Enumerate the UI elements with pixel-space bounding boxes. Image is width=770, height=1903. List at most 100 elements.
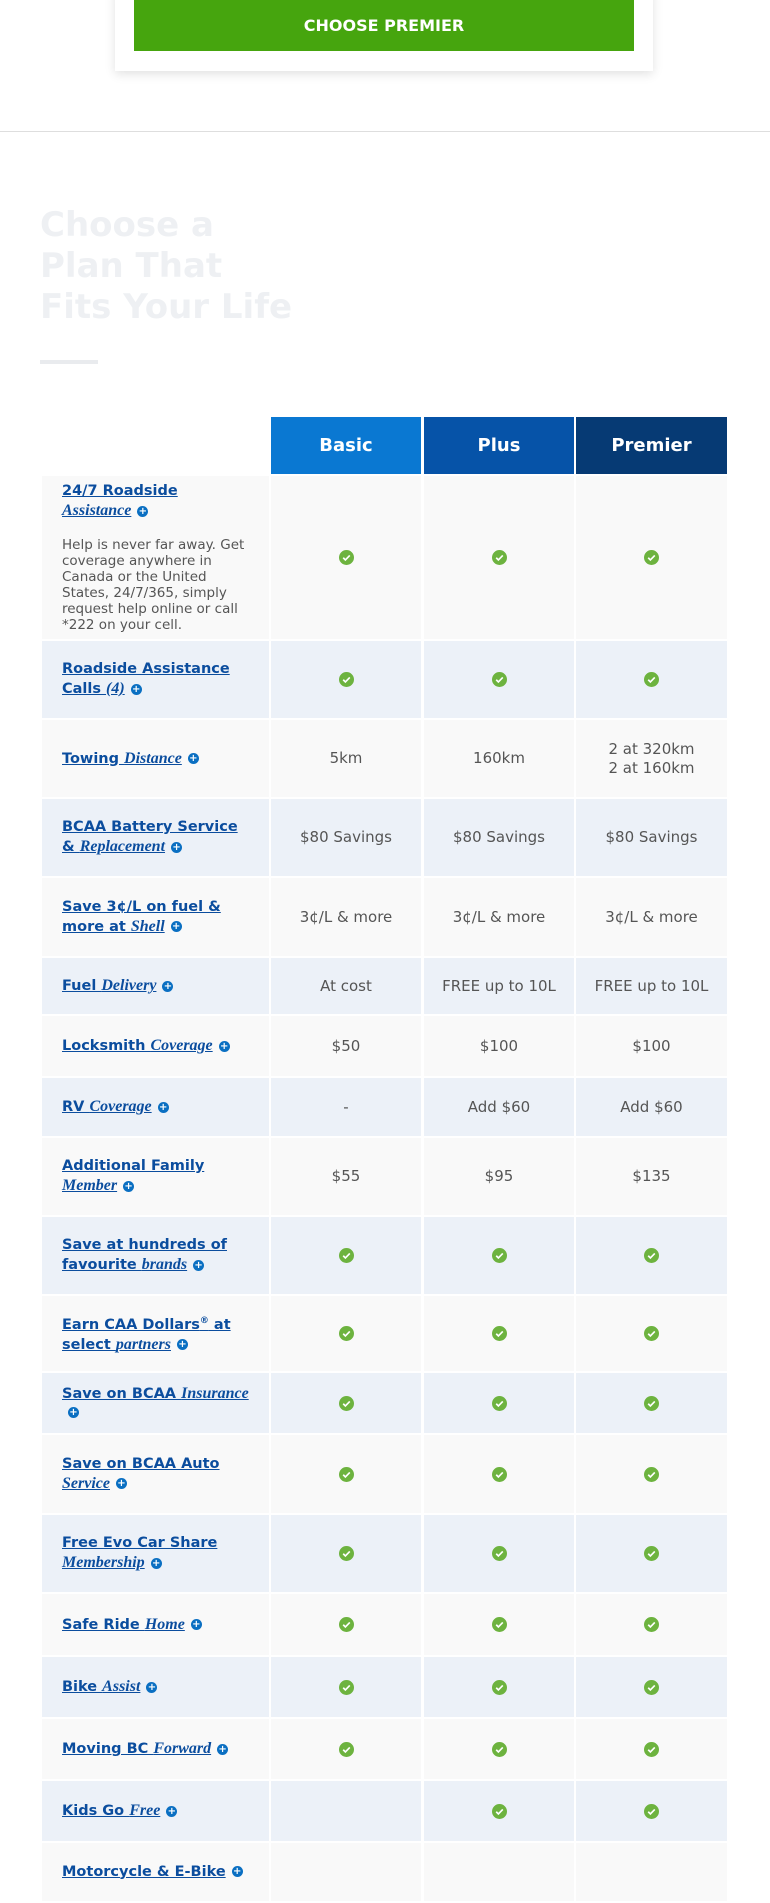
info-icon[interactable]: +	[171, 841, 183, 853]
check-icon	[644, 1617, 659, 1632]
feature-link[interactable]: Fuel Delivery +	[62, 976, 249, 996]
feature-link[interactable]: Earn CAA Dollars® at select partners +	[62, 1312, 249, 1355]
info-icon[interactable]: +	[166, 1805, 178, 1817]
feature-link[interactable]: Save at hundreds of favourite brands +	[62, 1236, 249, 1275]
value-cell	[576, 1594, 727, 1655]
table-row: Save on BCAA Insurance +	[42, 1373, 727, 1435]
feature-link[interactable]: RV Coverage +	[62, 1097, 249, 1117]
value-cell: $80 Savings	[271, 799, 421, 876]
info-icon[interactable]: +	[157, 1101, 169, 1113]
check-icon	[644, 1466, 659, 1482]
check-icon	[491, 1803, 507, 1819]
feature-link[interactable]: Free Evo Car Share Membership +	[62, 1534, 249, 1573]
value-cell	[271, 1719, 421, 1779]
info-icon[interactable]: +	[176, 1339, 188, 1351]
feature-link[interactable]: BCAA Battery Service & Replacement +	[62, 818, 249, 857]
label-part: Locksmith	[62, 1038, 151, 1054]
info-icon[interactable]: +	[187, 753, 199, 764]
table-row: RV Coverage + - Add $60 Add $60	[42, 1078, 727, 1138]
row-label-cell: RV Coverage +	[42, 1078, 269, 1136]
divider	[0, 131, 770, 132]
label-part: 24/7 Roadside	[62, 483, 178, 499]
value-text: FREE up to 10L	[594, 976, 709, 995]
info-icon[interactable]: +	[123, 1180, 135, 1192]
info-icon[interactable]: +	[115, 1478, 127, 1489]
label-part: Save 3¢/L on fuel & more at	[62, 898, 221, 935]
row-label-cell: 24/7 Roadside Assistance + Help is never f…	[42, 476, 269, 639]
info-icon[interactable]: +	[170, 921, 182, 932]
check-icon	[491, 672, 507, 687]
value-cell	[424, 1781, 574, 1841]
value-text: $55	[331, 1167, 361, 1185]
row-label-cell: Towing Distance +	[42, 720, 269, 797]
value-cell: $80 Savings	[576, 799, 727, 876]
table-row: Fuel Delivery + At cost FREE up to 10L FREE …	[42, 958, 727, 1016]
value-line: 2 at 160km	[608, 758, 695, 777]
value-cell	[271, 1657, 421, 1717]
value-text: $100	[632, 1036, 671, 1055]
check-icon	[644, 1546, 659, 1561]
value-cell: 3¢/L & more	[271, 878, 421, 956]
value-cell	[271, 1435, 421, 1513]
feature-link[interactable]: Roadside Assistance Calls (4) +	[62, 660, 249, 699]
value-text: $100	[479, 1036, 519, 1055]
info-icon[interactable]: +	[146, 1681, 158, 1693]
table-row: Bike Assist +	[42, 1657, 727, 1719]
value-cell	[424, 1435, 574, 1513]
heading-underline	[40, 360, 98, 364]
label-part: Free	[129, 1802, 161, 1819]
label-part: Delivery	[101, 977, 157, 994]
label-part: Free Evo Car Share	[62, 1535, 218, 1551]
info-icon[interactable]: +	[150, 1557, 162, 1569]
info-icon[interactable]: +	[217, 1743, 229, 1755]
value-cell	[424, 641, 574, 718]
row-label-cell: Motorcycle & E-Bike +	[42, 1843, 269, 1901]
check-icon	[644, 1803, 659, 1819]
feature-link[interactable]: Locksmith Coverage +	[62, 1036, 249, 1056]
info-icon[interactable]: +	[68, 1407, 79, 1418]
label-part: Insurance	[181, 1384, 249, 1402]
value-text: At cost	[320, 976, 372, 995]
label-part: (4)	[106, 680, 125, 697]
row-label-cell: BCAA Battery Service & Replacement +	[42, 799, 269, 876]
info-icon[interactable]: +	[193, 1259, 205, 1271]
check-icon	[338, 1741, 354, 1757]
feature-link[interactable]: Kids Go Free +	[62, 1801, 249, 1821]
row-label-cell: Fuel Delivery +	[42, 958, 269, 1014]
feature-link[interactable]: Moving BC Forward +	[62, 1739, 249, 1759]
feature-link[interactable]: Safe Ride Home +	[62, 1615, 249, 1635]
feature-link[interactable]: Additional Family Member +	[62, 1157, 249, 1196]
value-text: -	[343, 1097, 349, 1116]
row-label-cell: Kids Go Free +	[42, 1781, 269, 1841]
check-icon	[644, 1395, 659, 1411]
label-part: RV	[62, 1099, 90, 1115]
info-icon[interactable]: +	[162, 980, 174, 992]
feature-link[interactable]: Save 3¢/L on fuel & more at Shell +	[62, 898, 249, 937]
value-cell	[576, 1373, 727, 1433]
feature-link[interactable]: Towing Distance +	[62, 749, 249, 769]
value-cell	[271, 1373, 421, 1433]
feature-link[interactable]: Bike Assist +	[62, 1677, 249, 1697]
value-cell	[271, 1515, 421, 1592]
value-cell: $100	[576, 1016, 727, 1076]
info-icon[interactable]: +	[190, 1619, 202, 1630]
value-cell	[576, 1435, 727, 1513]
value-cell: $100	[424, 1016, 574, 1076]
value-cell	[576, 1296, 727, 1371]
feature-link[interactable]: Save on BCAA Auto Service +	[62, 1455, 249, 1494]
label-part: ®	[199, 1316, 209, 1327]
feature-link[interactable]: 24/7 Roadside Assistance +	[62, 482, 249, 521]
feature-link[interactable]: Save on BCAA Insurance +	[62, 1384, 249, 1423]
info-icon[interactable]: +	[231, 1866, 243, 1877]
info-icon[interactable]: +	[130, 683, 142, 695]
info-icon[interactable]: +	[137, 505, 149, 517]
value-cell: 5km	[271, 720, 421, 797]
plan-header: Plus	[424, 417, 574, 474]
label-part: Home	[144, 1615, 185, 1633]
info-icon[interactable]: +	[218, 1040, 230, 1052]
feature-link[interactable]: Motorcycle & E-Bike +	[62, 1863, 249, 1882]
choose-button[interactable]: CHOOSE PREMIER	[134, 0, 634, 51]
value-cell	[576, 1217, 727, 1294]
row-label-cell: Free Evo Car Share Membership +	[42, 1515, 269, 1592]
label-part: Roadside Assistance Calls	[62, 661, 230, 697]
